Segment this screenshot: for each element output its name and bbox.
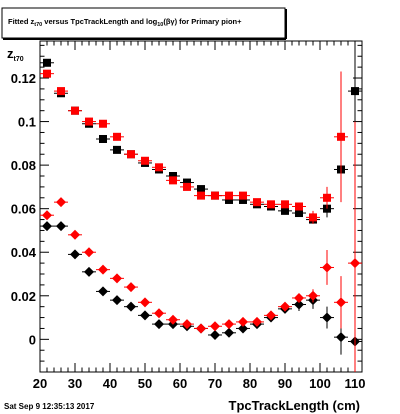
data-point-diamond bbox=[42, 210, 52, 221]
data-point-diamond bbox=[266, 310, 276, 321]
data-point-diamond bbox=[112, 273, 122, 284]
data-point-square bbox=[99, 134, 107, 143]
data-point-diamond bbox=[224, 319, 234, 330]
data-point-diamond bbox=[140, 310, 150, 321]
data-point-diamond bbox=[70, 229, 80, 240]
data-point-diamond bbox=[322, 312, 332, 323]
data-point-diamond bbox=[154, 308, 164, 319]
data-point-square bbox=[99, 119, 107, 128]
x-tick-label: 30 bbox=[68, 376, 82, 391]
data-point-square bbox=[211, 191, 219, 200]
data-point-square bbox=[113, 145, 121, 154]
data-point-square bbox=[281, 200, 289, 209]
data-point-diamond bbox=[308, 290, 318, 301]
chart-title: Fitted zt70 versus TpcTrackLength and lo… bbox=[8, 17, 242, 28]
data-point-square bbox=[127, 150, 135, 159]
data-point-diamond bbox=[168, 314, 178, 325]
data-point-diamond bbox=[112, 295, 122, 306]
data-point-square bbox=[239, 195, 247, 204]
data-point-diamond bbox=[84, 266, 94, 277]
data-point-square bbox=[351, 87, 359, 96]
data-point-diamond bbox=[56, 197, 66, 208]
data-point-diamond bbox=[350, 258, 360, 269]
data-point-square bbox=[169, 172, 177, 181]
x-tick-label: 40 bbox=[103, 376, 117, 391]
data-point-diamond bbox=[322, 262, 332, 273]
data-point-square bbox=[295, 202, 303, 211]
data-point-diamond bbox=[294, 299, 304, 310]
data-point-square bbox=[183, 182, 191, 191]
y-axis-label: zt70 bbox=[7, 46, 24, 63]
data-point-diamond bbox=[294, 292, 304, 303]
data-point-square bbox=[43, 58, 51, 67]
data-marks bbox=[40, 41, 362, 372]
data-point-square bbox=[43, 69, 51, 78]
data-point-square bbox=[225, 195, 233, 204]
data-point-diamond bbox=[196, 323, 206, 334]
data-point-diamond bbox=[336, 332, 346, 343]
data-point-square bbox=[197, 191, 205, 200]
data-point-diamond bbox=[210, 321, 220, 332]
y-tick-label: 0.06 bbox=[11, 202, 36, 217]
data-point-diamond bbox=[126, 301, 136, 312]
data-point-diamond bbox=[154, 319, 164, 330]
data-point-square bbox=[253, 198, 261, 207]
data-point-diamond bbox=[238, 323, 248, 334]
chart-title-box: Fitted zt70 versus TpcTrackLength and lo… bbox=[1, 7, 287, 40]
data-point-diamond bbox=[140, 297, 150, 308]
y-tick-label: 0.12 bbox=[11, 71, 36, 86]
data-point-diamond bbox=[56, 221, 66, 232]
data-point-diamond bbox=[126, 282, 136, 293]
x-tick-label: 60 bbox=[173, 376, 187, 391]
data-point-diamond bbox=[70, 249, 80, 260]
data-point-square bbox=[169, 176, 177, 185]
data-point-diamond bbox=[252, 316, 262, 327]
y-tick-label: 0 bbox=[29, 332, 36, 347]
axes: 20 30 40 50 60 70 80 90 100 110 0 0.02 0.04 0.06 0.08 0… bbox=[11, 41, 366, 391]
x-tick-label: 90 bbox=[278, 376, 292, 391]
data-point-diamond bbox=[238, 316, 248, 327]
data-point-square bbox=[309, 213, 317, 222]
data-point-diamond bbox=[224, 327, 234, 338]
data-point-square bbox=[197, 185, 205, 194]
data-point-diamond bbox=[98, 264, 108, 275]
x-tick-label: 70 bbox=[208, 376, 222, 391]
data-point-diamond bbox=[42, 221, 52, 232]
data-point-square bbox=[183, 178, 191, 187]
data-point-diamond bbox=[336, 297, 346, 308]
y-tick-label: 0.08 bbox=[11, 158, 36, 173]
data-point-diamond bbox=[280, 301, 290, 312]
data-point-square bbox=[141, 156, 149, 165]
data-point-square bbox=[295, 209, 303, 218]
data-point-square bbox=[239, 191, 247, 200]
data-point-diamond bbox=[210, 329, 220, 340]
data-point-square bbox=[281, 206, 289, 215]
y-tick-label: 0.04 bbox=[11, 245, 37, 260]
x-axis-label: TpcTrackLength (cm) bbox=[229, 398, 360, 413]
data-point-square bbox=[71, 106, 79, 115]
x-tick-label: 50 bbox=[138, 376, 152, 391]
data-point-square bbox=[85, 117, 93, 126]
x-tick-label: 110 bbox=[345, 376, 366, 391]
data-point-square bbox=[57, 87, 65, 96]
timestamp: Sat Sep 9 12:35:13 2017 bbox=[4, 402, 95, 411]
data-point-square bbox=[113, 132, 121, 141]
data-point-diamond bbox=[84, 247, 94, 258]
data-point-diamond bbox=[98, 286, 108, 297]
data-point-square bbox=[337, 132, 345, 141]
data-point-diamond bbox=[182, 319, 192, 330]
data-point-square bbox=[267, 200, 275, 209]
x-tick-label: 100 bbox=[309, 376, 331, 391]
x-tick-label: 20 bbox=[33, 376, 47, 391]
y-tick-label: 0.1 bbox=[18, 115, 36, 130]
y-tick-label: 0.02 bbox=[11, 289, 36, 304]
data-point-square bbox=[155, 163, 163, 172]
x-tick-label: 80 bbox=[243, 376, 257, 391]
data-point-square bbox=[225, 191, 233, 200]
plot-frame bbox=[39, 40, 363, 373]
data-point-square bbox=[323, 193, 331, 202]
